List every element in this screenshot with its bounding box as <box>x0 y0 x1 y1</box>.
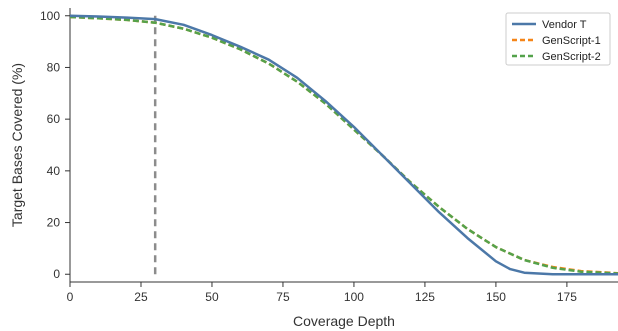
y-tick-label: 0 <box>53 267 60 281</box>
y-tick-label: 40 <box>47 164 61 178</box>
x-tick-label: 125 <box>415 290 435 304</box>
series-group <box>69 14 618 276</box>
x-tick-label: 50 <box>205 290 219 304</box>
y-tick-label: 80 <box>47 60 61 74</box>
y-tick-label: 20 <box>47 216 61 230</box>
x-axis-ticks: 0 25 50 75 100 125 150 175 <box>67 282 577 304</box>
x-tick-label: 100 <box>344 290 364 304</box>
y-tick-label: 100 <box>40 9 60 23</box>
x-axis-title: Coverage Depth <box>293 313 395 329</box>
series-line-genscript-2 <box>69 15 618 275</box>
y-axis-ticks: 0 20 40 60 80 100 <box>40 9 70 281</box>
legend-label: GenScript-1 <box>542 35 601 47</box>
y-axis-title: Target Bases Covered (%) <box>9 63 25 227</box>
legend-label: GenScript-2 <box>542 51 601 63</box>
x-tick-label: 150 <box>486 290 506 304</box>
x-tick-label: 75 <box>276 290 290 304</box>
legend-box <box>505 12 611 66</box>
legend: Vendor T GenScript-1 GenScript-2 <box>505 12 611 66</box>
legend-label: Vendor T <box>542 19 587 31</box>
y-tick-label: 60 <box>47 112 61 126</box>
series-line-vendor-t <box>69 14 618 276</box>
x-tick-label: 0 <box>67 290 74 304</box>
x-tick-label: 25 <box>134 290 148 304</box>
x-tick-label: 175 <box>557 290 577 304</box>
